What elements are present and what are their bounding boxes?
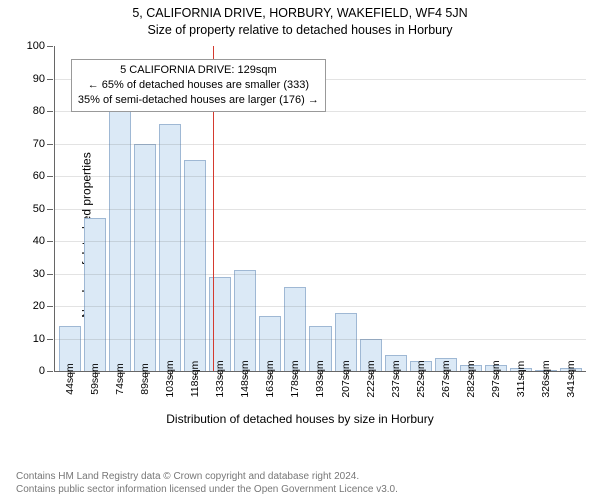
- x-tick-label: 59sqm: [89, 363, 101, 395]
- x-tick-label: 207sqm: [340, 360, 352, 397]
- x-tick-label: 74sqm: [114, 363, 126, 395]
- annotation-line: 5 CALIFORNIA DRIVE: 129sqm: [78, 63, 319, 78]
- y-tick-label: 50: [33, 203, 55, 215]
- y-tick-label: 70: [33, 138, 55, 150]
- x-tick-label: 252sqm: [415, 360, 427, 397]
- y-tick-label: 0: [39, 365, 55, 377]
- y-tick-label: 30: [33, 268, 55, 280]
- bar: [109, 108, 131, 371]
- gridline: [55, 274, 586, 275]
- gridline: [55, 144, 586, 145]
- annotation-line: 35% of semi-detached houses are larger (…: [78, 93, 319, 108]
- gridline: [55, 241, 586, 242]
- gridline: [55, 306, 586, 307]
- gridline: [55, 176, 586, 177]
- gridline: [55, 209, 586, 210]
- x-tick-label: 44sqm: [64, 363, 76, 395]
- gridline: [55, 339, 586, 340]
- x-tick-label: 148sqm: [239, 360, 251, 397]
- bar: [159, 124, 181, 371]
- footer-line1: Contains HM Land Registry data © Crown c…: [16, 470, 584, 483]
- x-tick-label: 193sqm: [314, 360, 326, 397]
- y-tick-label: 80: [33, 105, 55, 117]
- x-axis-label: Distribution of detached houses by size …: [0, 412, 600, 426]
- x-tick-label: 326sqm: [540, 360, 552, 397]
- x-tick-label: 341sqm: [565, 360, 577, 397]
- x-tick-label: 163sqm: [264, 360, 276, 397]
- x-tick-label: 237sqm: [390, 360, 402, 397]
- x-tick-label: 133sqm: [214, 360, 226, 397]
- bar: [234, 270, 256, 371]
- y-tick-label: 40: [33, 235, 55, 247]
- bar: [134, 144, 156, 372]
- x-tick-label: 282sqm: [465, 360, 477, 397]
- annotation-box: 5 CALIFORNIA DRIVE: 129sqm← 65% of detac…: [71, 59, 326, 112]
- x-tick-label: 222sqm: [365, 360, 377, 397]
- page-title-line1: 5, CALIFORNIA DRIVE, HORBURY, WAKEFIELD,…: [0, 0, 600, 20]
- x-tick-label: 178sqm: [289, 360, 301, 397]
- y-tick-label: 20: [33, 300, 55, 312]
- plot-area: 44sqm59sqm74sqm89sqm103sqm118sqm133sqm14…: [54, 46, 586, 372]
- x-tick-label: 118sqm: [189, 361, 201, 398]
- y-tick-label: 90: [33, 73, 55, 85]
- y-tick-label: 100: [27, 40, 55, 52]
- bar: [284, 287, 306, 372]
- chart-container: Number of detached properties 44sqm59sqm…: [0, 42, 600, 428]
- footer-attribution: Contains HM Land Registry data © Crown c…: [0, 470, 600, 496]
- y-tick-label: 10: [33, 333, 55, 345]
- annotation-line: ← 65% of detached houses are smaller (33…: [78, 78, 319, 93]
- x-tick-label: 103sqm: [164, 360, 176, 397]
- x-tick-label: 297sqm: [490, 360, 502, 397]
- y-tick-label: 60: [33, 170, 55, 182]
- page-title-line2: Size of property relative to detached ho…: [0, 20, 600, 37]
- footer-line2: Contains public sector information licen…: [16, 483, 584, 496]
- x-tick-label: 267sqm: [440, 360, 452, 397]
- x-tick-label: 311sqm: [515, 361, 527, 398]
- x-tick-label: 89sqm: [139, 363, 151, 395]
